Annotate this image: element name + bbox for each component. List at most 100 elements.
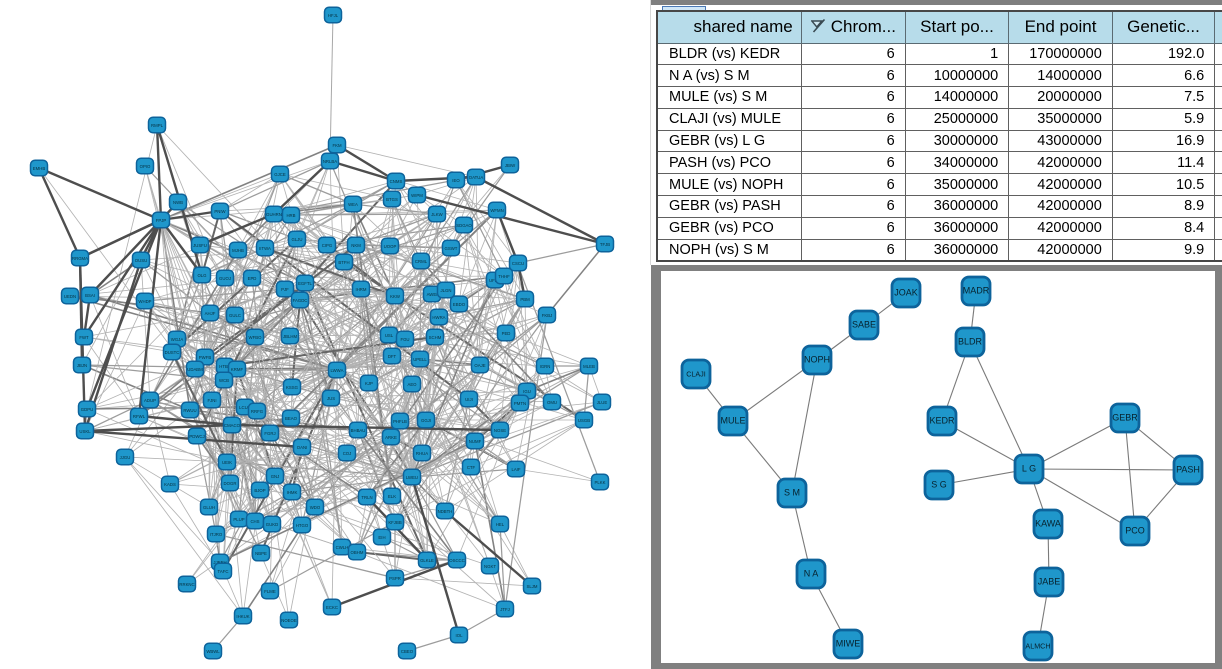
svg-text:GULC: GULC <box>229 313 241 318</box>
svg-text:WFBO: WFBO <box>249 335 263 340</box>
svg-text:PLUP: PLUP <box>233 517 244 522</box>
svg-text:JTFJ: JTFJ <box>500 607 510 612</box>
svg-text:PED: PED <box>502 331 511 336</box>
svg-text:MADR: MADR <box>963 286 990 296</box>
svg-text:WGJA: WGJA <box>171 337 184 342</box>
svg-text:PMTN: PMTN <box>514 401 526 406</box>
svg-text:HRB: HRB <box>286 213 295 218</box>
svg-text:JUS: JUS <box>327 396 335 401</box>
svg-text:GDPU: GDPU <box>81 407 93 412</box>
svg-text:ALMCH: ALMCH <box>1025 642 1050 651</box>
svg-text:WCB: WCB <box>219 378 229 383</box>
svg-text:RMPL: RMPL <box>151 123 164 128</box>
svg-text:HTGO: HTGO <box>296 523 309 528</box>
svg-text:SABE: SABE <box>852 320 876 330</box>
svg-text:PDWCJ: PDWCJ <box>189 434 204 439</box>
svg-text:WHDP: WHDP <box>138 299 151 304</box>
svg-text:KSSG: KSSG <box>286 385 299 390</box>
svg-text:WEA: WEA <box>348 202 358 207</box>
svg-text:OBHM: OBHM <box>351 550 364 555</box>
svg-text:NDBTH: NDBTH <box>438 509 453 514</box>
svg-text:PBM: PBM <box>520 297 530 302</box>
svg-text:L G: L G <box>1022 464 1036 474</box>
svg-text:CMACO: CMACO <box>224 423 241 428</box>
svg-text:GUHRN: GUHRN <box>266 212 282 217</box>
svg-text:LWEU: LWEU <box>406 475 418 480</box>
svg-text:GUKD: GUKD <box>266 522 278 527</box>
svg-text:DFT: DFT <box>388 354 397 359</box>
svg-text:MJHB: MJHB <box>232 248 244 253</box>
svg-text:HWRA: HWRA <box>432 315 445 320</box>
svg-text:JLKW: JLKW <box>431 212 443 217</box>
svg-text:AWEI: AWEI <box>427 292 438 297</box>
svg-text:WBWL: WBWL <box>206 649 220 654</box>
svg-text:EMHB: EMHB <box>33 166 46 171</box>
svg-text:GLJU: GLJU <box>292 237 303 242</box>
svg-text:PSPR: PSPR <box>389 576 401 581</box>
svg-text:CLAJI: CLAJI <box>686 370 706 379</box>
svg-text:BTGS: BTGS <box>386 197 398 202</box>
svg-text:NOPH: NOPH <box>804 355 830 365</box>
svg-text:EGFTL: EGFTL <box>298 281 312 286</box>
svg-text:MLEB: MLEB <box>583 364 595 369</box>
svg-text:GSWT: GSWT <box>445 246 458 251</box>
svg-text:ITJRO: ITJRO <box>210 532 223 537</box>
svg-text:GLUH: GLUH <box>203 505 215 510</box>
svg-text:PWFB: PWFB <box>199 355 212 360</box>
svg-text:JJEEH: JJEEH <box>213 560 226 565</box>
svg-text:NKM: NKM <box>351 243 361 248</box>
svg-text:NUMF: NUMF <box>469 439 482 444</box>
svg-text:UIJI: UIJI <box>465 397 473 402</box>
svg-text:TAFC: TAFC <box>218 569 229 574</box>
svg-text:USGB: USGB <box>578 418 590 423</box>
svg-text:FKM: FKM <box>332 143 341 148</box>
svg-text:JBIW: JBIW <box>505 163 516 168</box>
svg-text:LWWA: LWWA <box>331 368 344 373</box>
svg-text:OUSU: OUSU <box>135 258 147 263</box>
svg-text:RWUU: RWUU <box>183 408 196 413</box>
svg-text:HTBA: HTBA <box>219 364 231 369</box>
svg-text:JUSFU: JUSFU <box>193 243 207 248</box>
svg-text:PLKK: PLKK <box>595 480 606 485</box>
svg-text:PJF: PJF <box>281 287 289 292</box>
svg-text:CRML: CRML <box>415 259 428 264</box>
svg-text:PCO: PCO <box>1125 526 1145 536</box>
svg-text:BHBAU: BHBAU <box>351 428 366 433</box>
svg-text:GJCE: GJCE <box>274 172 286 177</box>
svg-text:RRKNC: RRKNC <box>179 582 194 587</box>
svg-text:IOL: IOL <box>456 633 464 638</box>
svg-text:EBDO: EBDO <box>453 302 466 307</box>
svg-text:RHUA: RHUA <box>416 451 428 456</box>
svg-text:S M: S M <box>784 488 800 498</box>
svg-text:GNJ: GNJ <box>271 474 280 479</box>
svg-text:ARKE: ARKE <box>385 435 397 440</box>
svg-text:NGKT: NGKT <box>484 564 496 569</box>
svg-text:HFJL: HFJL <box>328 13 339 18</box>
svg-text:UOOP: UOOP <box>384 244 397 249</box>
svg-text:IGU: IGU <box>523 389 531 394</box>
svg-text:OAJE: OAJE <box>474 363 485 368</box>
svg-text:NOSE: NOSE <box>494 428 506 433</box>
svg-text:NRLBA: NRLBA <box>323 159 337 164</box>
svg-text:UDABM: UDABM <box>187 367 203 372</box>
svg-text:GGJI: GGJI <box>421 418 431 423</box>
svg-text:CIPG: CIPG <box>322 243 333 248</box>
svg-text:JJGU: JJGU <box>120 455 131 460</box>
svg-text:N A: N A <box>804 569 819 579</box>
svg-text:EPD: EPD <box>248 276 257 281</box>
svg-text:WFMN: WFMN <box>490 208 503 213</box>
svg-text:BSAI: BSAI <box>85 293 95 298</box>
svg-text:COJ: COJ <box>343 451 352 456</box>
svg-text:FKBJ: FKBJ <box>542 313 553 318</box>
svg-text:JABE: JABE <box>1038 577 1061 587</box>
svg-text:NBPE: NBPE <box>255 551 267 556</box>
svg-text:FLME: FLME <box>264 589 276 594</box>
svg-text:FAGDC: FAGDC <box>293 298 308 303</box>
svg-text:IGRN: IGRN <box>540 364 551 369</box>
svg-text:PHFLB: PHFLB <box>393 419 407 424</box>
svg-text:KRMF: KRMF <box>231 367 244 372</box>
svg-text:CTF: CTF <box>467 465 476 470</box>
svg-text:FPJP: FPJP <box>156 218 167 223</box>
svg-text:USL: USL <box>385 333 394 338</box>
svg-text:CWLH: CWLH <box>336 545 349 550</box>
